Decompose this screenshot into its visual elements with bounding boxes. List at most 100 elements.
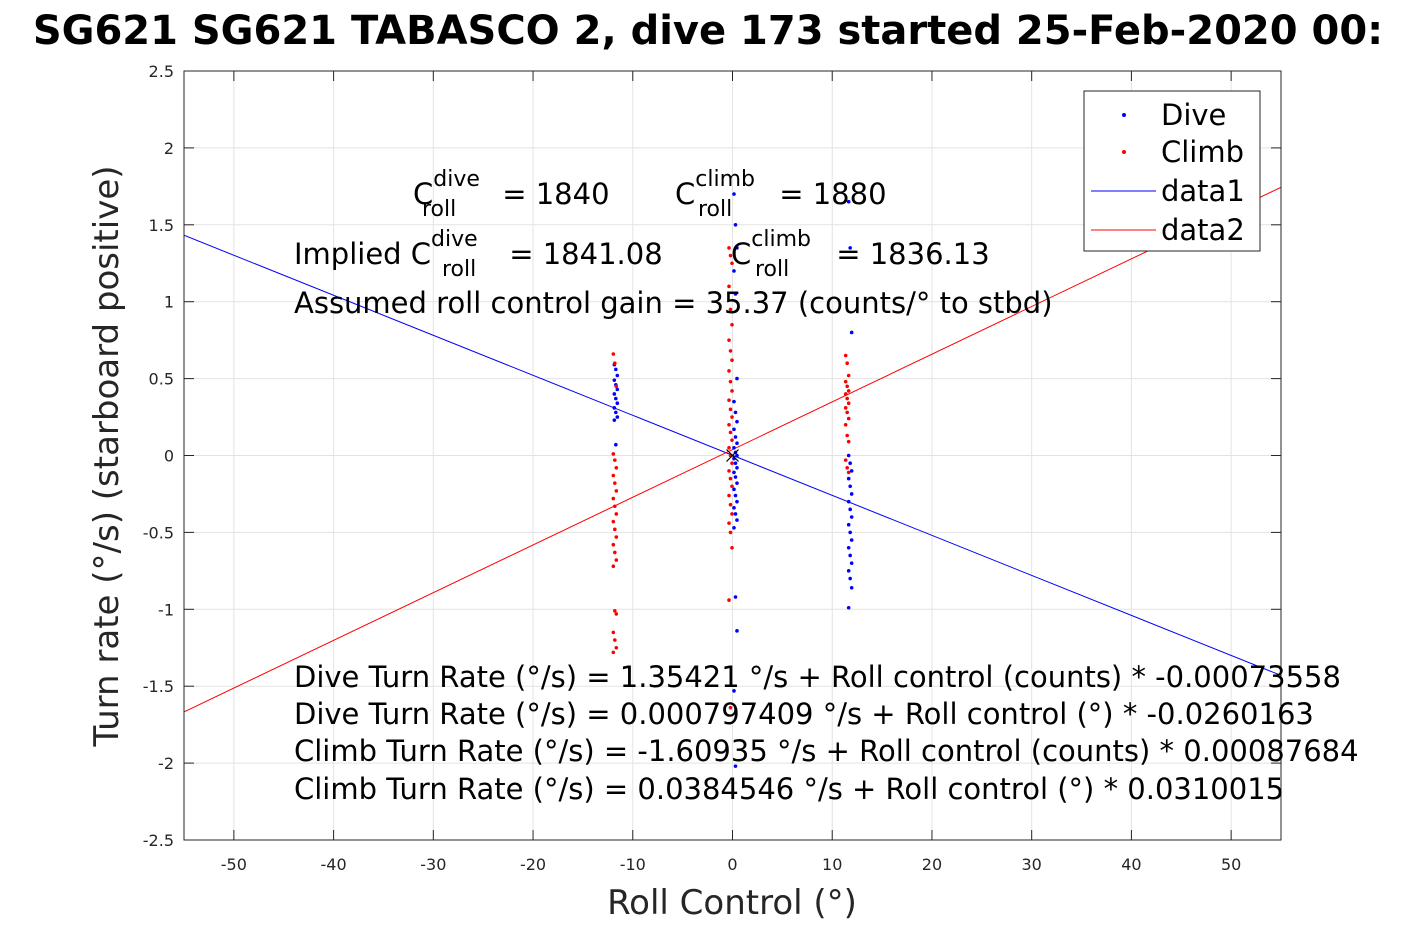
point-climb (728, 705, 733, 710)
point-climb (845, 410, 849, 415)
point-dive (846, 522, 851, 527)
point-climb (727, 422, 731, 427)
y-tick-label: 2 (164, 139, 174, 158)
point-climb (728, 407, 733, 412)
implied-dive-annotation: Implied Cdive roll = 1841.08 (294, 227, 663, 282)
point-climb (614, 466, 619, 470)
point-climb (727, 398, 731, 402)
point-dive (849, 330, 854, 335)
point-dive (733, 512, 738, 516)
point-dive (614, 367, 618, 372)
point-climb (614, 384, 619, 389)
implied-dive-value: = 1841.08 (500, 237, 663, 271)
point-climb (611, 630, 616, 635)
point-climb (845, 361, 849, 366)
legend-label: Dive (1161, 98, 1226, 132)
point-dive (733, 461, 738, 465)
point-dive (732, 505, 736, 510)
implied-climb-sub: roll (755, 257, 789, 282)
point-climb (611, 452, 616, 456)
point-climb (846, 373, 851, 378)
y-axis-label: Turn rate (°/s) (starboard positive) (87, 165, 127, 747)
x-tick-label: 40 (1121, 855, 1141, 874)
point-dive (733, 475, 738, 479)
point-dive (735, 453, 739, 458)
point-climb (614, 535, 619, 539)
point-climb (727, 446, 731, 450)
origin-cross-b (726, 449, 739, 462)
point-dive (614, 442, 618, 447)
implied-climb-value: = 1836.13 (827, 237, 990, 271)
point-climb (614, 612, 619, 616)
point-climb (730, 389, 734, 393)
point-dive (846, 499, 851, 504)
point-dive (848, 246, 852, 250)
point-dive (733, 764, 738, 768)
legend-marker-dive (1122, 113, 1126, 117)
point-climb (727, 493, 731, 498)
x-tick-label: -10 (620, 855, 646, 874)
point-dive (733, 493, 738, 498)
point-dive (612, 392, 617, 396)
y-tick-label: -1 (158, 600, 174, 619)
c-roll-climb-sub: roll (698, 197, 732, 222)
point-climb (611, 473, 616, 478)
point-dive (612, 406, 617, 410)
point-dive (849, 561, 854, 565)
point-dive (732, 487, 736, 492)
point-climb (843, 458, 848, 462)
x-tick-label: -50 (221, 855, 247, 874)
point-dive (614, 410, 618, 415)
y-tick-label: 1 (164, 293, 174, 312)
point-dive (846, 605, 851, 610)
point-dive (848, 507, 852, 512)
point-dive (735, 376, 739, 381)
c-roll-dive-base: C (413, 177, 433, 211)
implied-climb-base: C (731, 237, 751, 271)
roll-gain-annotation: Assumed roll control gain = 35.37 (count… (294, 286, 1053, 320)
point-climb (730, 358, 734, 362)
point-dive (732, 399, 736, 404)
x-tick-label: 50 (1221, 855, 1241, 874)
point-dive (615, 373, 620, 378)
point-climb (843, 379, 848, 384)
point-climb (728, 476, 733, 481)
point-dive (735, 441, 739, 445)
point-climb (613, 458, 617, 462)
point-climb (727, 284, 731, 289)
x-tick-label: -30 (420, 855, 446, 874)
point-climb (727, 338, 731, 342)
point-dive (735, 419, 739, 424)
axis-ticks: -50 -40 -30 -20 -10 0 10 20 30 40 50 2.5 2 1.5 1 0.5 0 -0… (143, 62, 1281, 874)
chart-title: SG621 SG621 TABASCO 2, dive 173 started … (33, 8, 1383, 54)
y-tick-label: 1.5 (149, 216, 174, 235)
point-climb (614, 558, 619, 562)
implied-dive-prefix: Implied C (294, 237, 431, 271)
point-climb (613, 527, 617, 532)
point-climb (611, 542, 616, 547)
point-dive (615, 401, 620, 406)
y-tick-label: -2 (158, 754, 174, 773)
equation-climb-counts: Climb Turn Rate (°/s) = -1.60935 °/s + R… (294, 734, 1359, 768)
point-dive (733, 223, 738, 227)
point-dive (732, 689, 736, 693)
point-climb (845, 384, 849, 389)
point-dive (735, 466, 739, 470)
point-dive (735, 499, 739, 504)
point-dive (849, 585, 854, 590)
point-climb (846, 470, 851, 475)
x-tick-label: 20 (922, 855, 942, 874)
point-climb (728, 307, 733, 312)
point-dive (732, 470, 736, 475)
point-climb (843, 406, 848, 410)
point-climb (730, 512, 734, 516)
point-dive (732, 446, 736, 450)
point-climb (611, 352, 616, 356)
point-dive (848, 484, 852, 489)
point-dive (615, 415, 620, 419)
y-tick-label: 0 (164, 447, 174, 466)
legend-box (1083, 90, 1261, 252)
point-climb (730, 261, 734, 266)
point-climb (611, 650, 616, 655)
point-climb (727, 469, 731, 473)
